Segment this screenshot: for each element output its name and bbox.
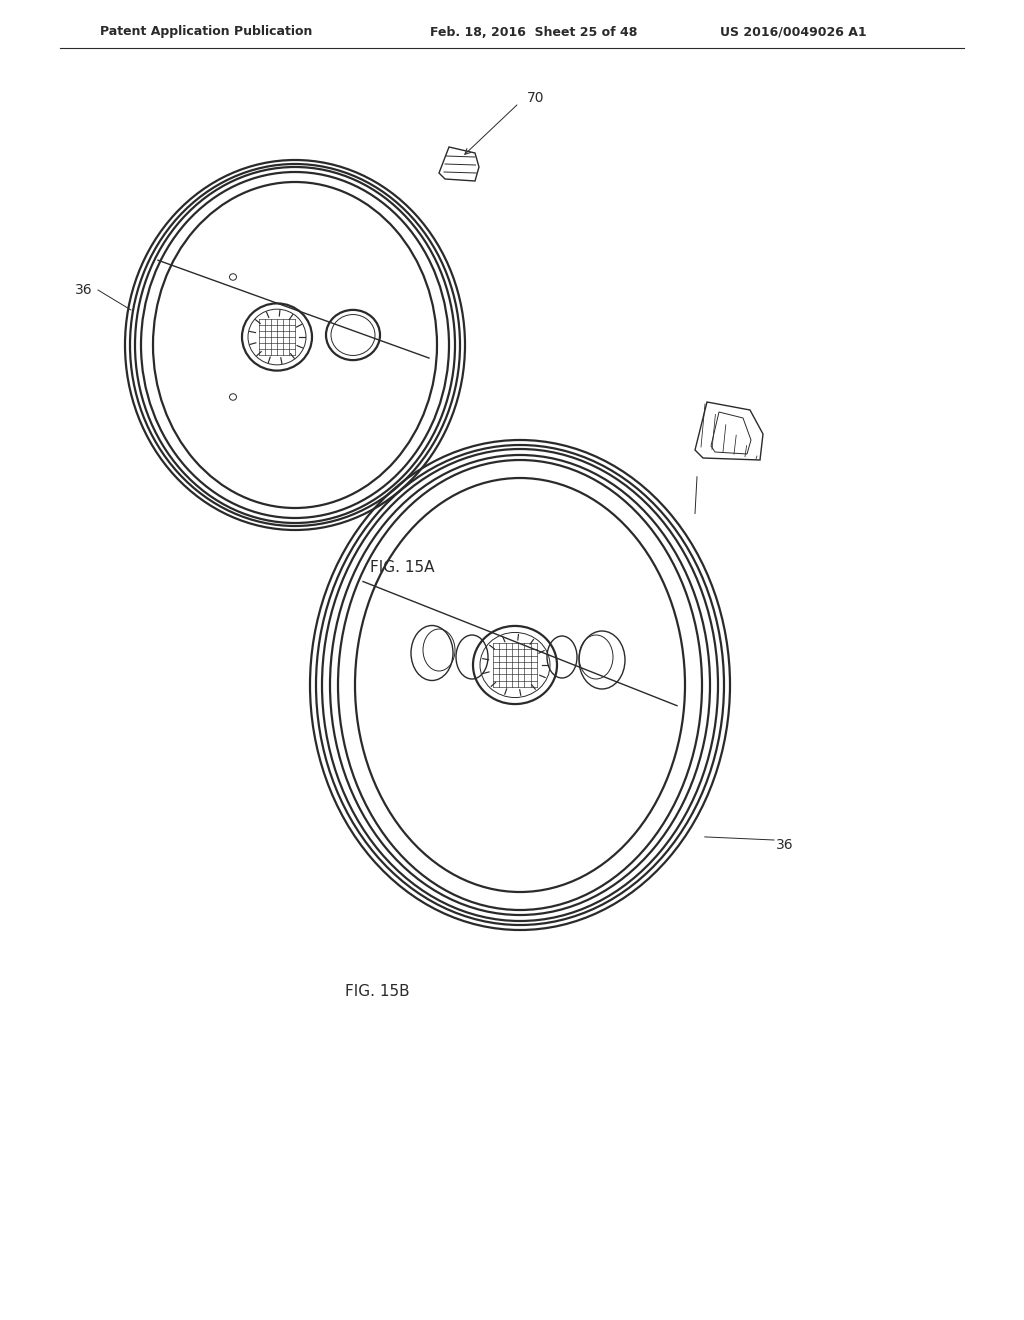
Text: US 2016/0049026 A1: US 2016/0049026 A1: [720, 25, 866, 38]
Text: FIG. 15A: FIG. 15A: [370, 561, 434, 576]
Text: FIG. 15B: FIG. 15B: [345, 985, 410, 999]
Text: Patent Application Publication: Patent Application Publication: [100, 25, 312, 38]
Text: 36: 36: [776, 838, 794, 851]
Text: Feb. 18, 2016  Sheet 25 of 48: Feb. 18, 2016 Sheet 25 of 48: [430, 25, 637, 38]
Text: 36: 36: [76, 282, 93, 297]
Text: 70: 70: [527, 91, 545, 106]
